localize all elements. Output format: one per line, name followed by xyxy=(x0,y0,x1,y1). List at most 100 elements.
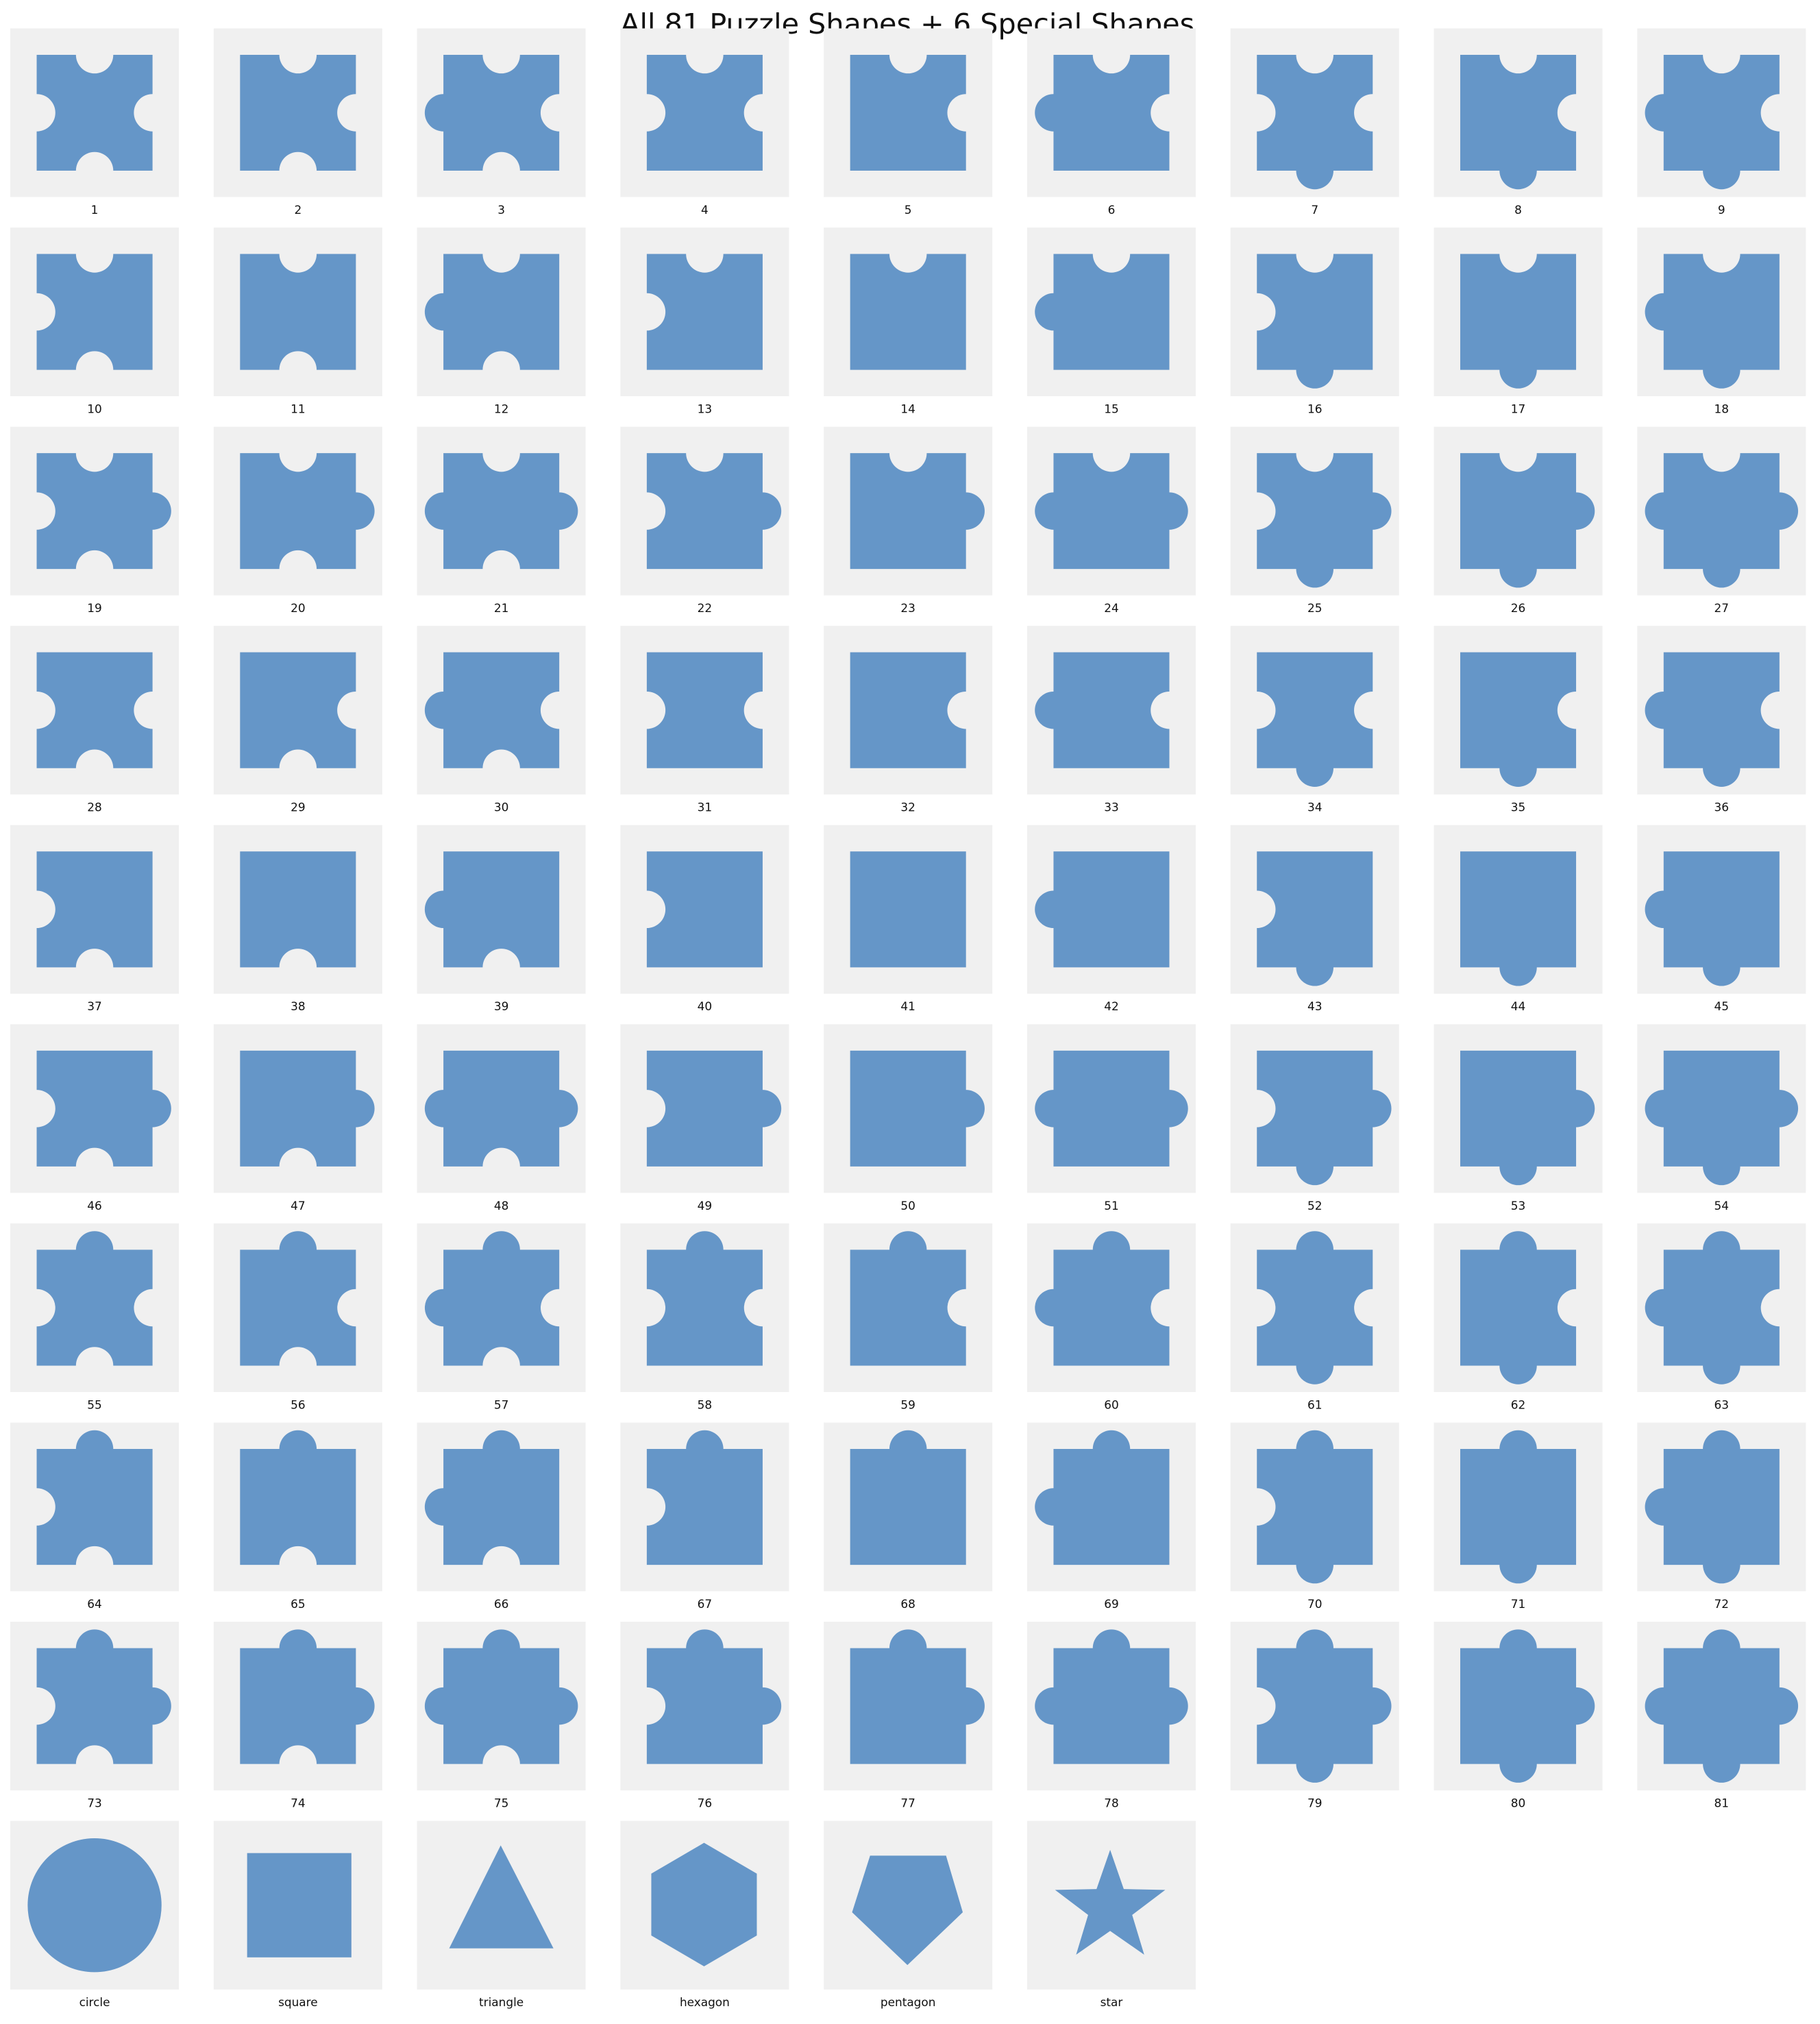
puzzle-shape xyxy=(1257,1629,1392,1783)
puzzle-shape xyxy=(240,453,375,570)
puzzle-shape xyxy=(1257,851,1373,986)
shape-label: 53 xyxy=(1511,1199,1526,1212)
puzzle-shape xyxy=(36,1050,171,1167)
puzzle-shape xyxy=(240,652,356,768)
shape-label: 27 xyxy=(1714,601,1730,615)
puzzle-shape xyxy=(36,1629,171,1764)
puzzle-shape xyxy=(36,453,171,570)
puzzle-shape xyxy=(1035,1430,1170,1565)
shape-label: 70 xyxy=(1307,1597,1322,1611)
shape-label: 58 xyxy=(698,1398,713,1411)
shape-label: 37 xyxy=(87,999,102,1013)
shape-label: 9 xyxy=(1718,203,1725,217)
puzzle-shape xyxy=(1645,453,1799,588)
shape-label: 39 xyxy=(494,999,509,1013)
puzzle-shape xyxy=(1035,851,1170,968)
shape-label: 60 xyxy=(1104,1398,1119,1411)
puzzle-shape xyxy=(1460,1430,1577,1584)
shape-label: 47 xyxy=(291,1199,306,1212)
puzzle-shape xyxy=(1460,652,1577,787)
shape-label: 22 xyxy=(698,601,713,615)
puzzle-shape xyxy=(36,1231,153,1366)
shape-label: 80 xyxy=(1511,1796,1526,1810)
shape-label: 63 xyxy=(1714,1398,1730,1411)
shape-label: 36 xyxy=(1714,801,1730,814)
puzzle-shape xyxy=(850,1629,985,1764)
shape-label: 41 xyxy=(900,999,915,1013)
shape-label: 25 xyxy=(1307,601,1322,615)
puzzle-shape xyxy=(424,652,560,768)
triangle-shape xyxy=(449,1845,554,1949)
puzzle-shape xyxy=(1645,1629,1799,1783)
puzzle-shape xyxy=(240,254,356,370)
puzzle-shape xyxy=(1460,54,1577,190)
puzzle-shape xyxy=(1645,851,1780,986)
hexagon-shape xyxy=(651,1842,757,1966)
puzzle-shape xyxy=(646,652,763,768)
puzzle-shape xyxy=(1257,652,1373,787)
puzzle-shape xyxy=(1035,453,1188,570)
puzzle-shape xyxy=(36,254,153,370)
puzzle-shape xyxy=(1257,54,1373,190)
puzzle-shape xyxy=(424,453,578,570)
puzzle-shape xyxy=(424,54,560,171)
puzzle-shape xyxy=(850,851,966,968)
shape-label: 2 xyxy=(294,203,302,217)
puzzle-shape xyxy=(1035,54,1170,171)
shape-label: 46 xyxy=(87,1199,102,1212)
shape-label: 15 xyxy=(1104,402,1119,415)
shape-label: 31 xyxy=(698,801,713,814)
puzzle-shape xyxy=(1645,254,1780,389)
puzzle-shape xyxy=(1460,453,1595,588)
shape-label: 13 xyxy=(698,402,713,415)
puzzle-shape xyxy=(646,851,763,968)
shape-label: 34 xyxy=(1307,801,1322,814)
puzzle-shape xyxy=(240,1231,356,1366)
puzzle-shape xyxy=(646,1231,763,1366)
puzzle-shape xyxy=(646,453,782,570)
shape-label: 43 xyxy=(1307,999,1322,1013)
puzzle-shape xyxy=(1257,1231,1373,1385)
shape-label: 40 xyxy=(698,999,713,1013)
shape-label: 72 xyxy=(1714,1597,1730,1611)
shape-label: 3 xyxy=(497,203,505,217)
shape-label: 6 xyxy=(1108,203,1116,217)
puzzle-shape xyxy=(646,1629,782,1764)
shape-label: 66 xyxy=(494,1597,509,1611)
shape-label: 32 xyxy=(900,801,915,814)
puzzle-shape xyxy=(1645,1050,1799,1186)
puzzle-shape xyxy=(850,254,966,370)
shape-label: 38 xyxy=(291,999,306,1013)
shape-label: 74 xyxy=(291,1796,306,1810)
puzzle-shape xyxy=(240,54,356,171)
puzzle-shape xyxy=(1257,254,1373,389)
square-shape xyxy=(247,1853,352,1958)
puzzle-shape xyxy=(1257,1050,1392,1186)
shape-label: 19 xyxy=(87,601,102,615)
shape-label: 21 xyxy=(494,601,509,615)
shape-label: 69 xyxy=(1104,1597,1119,1611)
puzzle-shape xyxy=(1645,54,1780,190)
shape-label: circle xyxy=(79,1995,110,2009)
puzzle-shape xyxy=(1035,652,1170,768)
puzzle-shape xyxy=(1035,1629,1188,1764)
puzzle-shape xyxy=(1257,453,1392,588)
puzzle-shape xyxy=(36,851,153,968)
puzzle-shape xyxy=(424,1231,560,1366)
shape-label: 11 xyxy=(291,402,306,415)
shape-label: square xyxy=(278,1995,318,2009)
shape-label: 50 xyxy=(900,1199,915,1212)
shape-label: 20 xyxy=(291,601,306,615)
shape-label: 44 xyxy=(1511,999,1526,1013)
shape-label: 54 xyxy=(1714,1199,1730,1212)
shape-label: 56 xyxy=(291,1398,306,1411)
puzzle-shape xyxy=(1035,254,1170,370)
shape-label: 33 xyxy=(1104,801,1119,814)
puzzle-shape xyxy=(1645,652,1780,787)
puzzle-shape xyxy=(424,851,560,968)
shape-label: 17 xyxy=(1511,402,1526,415)
shape-label: 55 xyxy=(87,1398,102,1411)
puzzle-shape xyxy=(1645,1430,1780,1584)
star-shape xyxy=(1055,1849,1166,1955)
